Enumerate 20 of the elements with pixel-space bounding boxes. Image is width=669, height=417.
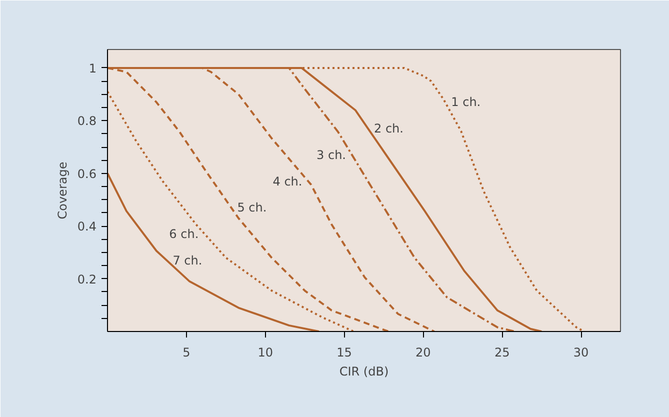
series-label: 5 ch.	[237, 200, 267, 215]
x-tick-label: 10	[258, 346, 273, 360]
x-tick-label: 30	[573, 346, 589, 360]
x-tick-label: 25	[494, 346, 510, 360]
series-label: 3 ch.	[316, 148, 346, 162]
x-tick-label: 5	[182, 346, 190, 360]
series-label: 1 ch.	[451, 95, 481, 110]
y-tick-label: 0.2	[77, 272, 97, 286]
x-tick-label: 20	[416, 346, 431, 360]
x-axis-title: CIR (dB)	[339, 364, 389, 378]
series-label: 7 ch.	[172, 253, 202, 268]
series-label: 6 ch.	[169, 226, 199, 241]
y-tick-label: 0.4	[77, 220, 97, 234]
series-label: 4 ch.	[272, 174, 302, 188]
y-tick-label: 0.6	[77, 166, 97, 181]
series-label: 2 ch.	[374, 122, 404, 136]
x-tick-label: 15	[336, 346, 352, 360]
y-tick-label: 1	[88, 61, 97, 76]
y-axis-title: Coverage	[55, 162, 70, 220]
y-tick-label: 0.8	[77, 114, 97, 128]
